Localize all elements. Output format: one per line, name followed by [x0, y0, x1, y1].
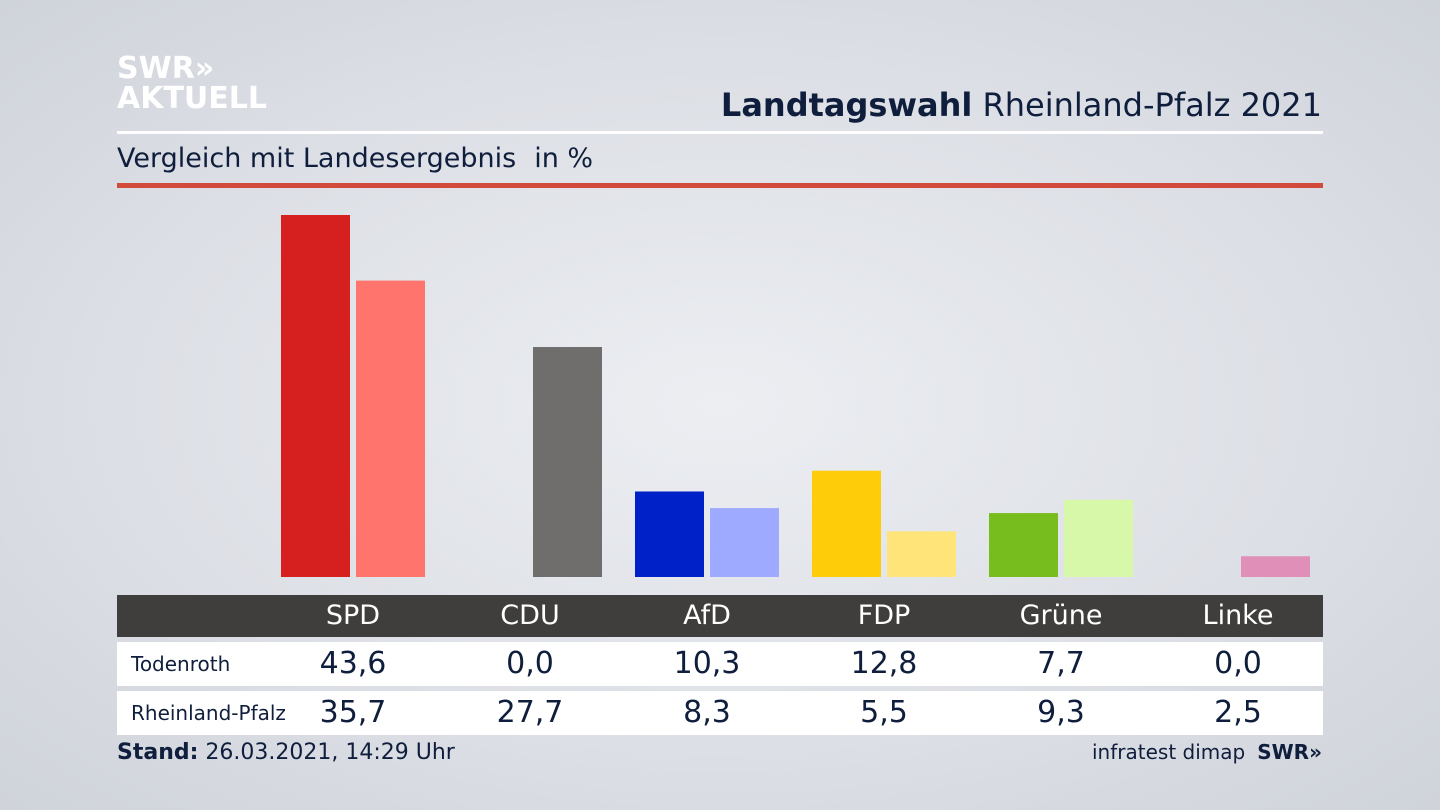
bar-gruene-todenroth: [989, 513, 1058, 577]
value-gruene-rheinland-pfalz: 9,3: [1037, 695, 1085, 730]
logo-chevrons: »: [194, 51, 215, 86]
logo-swr-text: SWR: [117, 51, 195, 86]
value-gruene-todenroth: 7,7: [1037, 646, 1085, 681]
page-title: Landtagswahl Rheinland-Pfalz 2021: [721, 86, 1322, 124]
results-table: SPD CDU AfD FDP Grüne Linke Todenroth 43,6 0,0…: [117, 595, 1323, 735]
table-header-row: SPD CDU AfD FDP Grüne Linke: [117, 595, 1323, 637]
title-divider: [117, 131, 1323, 134]
logo-aktuell-text: AKTUELL: [117, 81, 268, 116]
bar-gruene-rheinland-pfalz: [1064, 499, 1133, 577]
column-header-gruene: Grüne: [1019, 600, 1103, 631]
bar-fdp-todenroth: [812, 470, 881, 577]
row-label-todenroth: Todenroth: [131, 652, 231, 676]
bar-spd-rheinland-pfalz: [356, 280, 425, 577]
table-row-rheinland-pfalz: Rheinland-Pfalz 35,7 27,7 8,3 5,5 9,3 2,5: [117, 691, 1323, 735]
footer-swr-logo: SWR»: [1257, 740, 1322, 764]
subtitle-unit: in %: [534, 143, 594, 174]
subtitle-text: Vergleich mit Landesergebnis: [117, 143, 517, 174]
chart-subtitle: Vergleich mit Landesergebnis in %: [117, 143, 593, 174]
bar-afd-rheinland-pfalz: [710, 508, 779, 577]
table-row-todenroth: Todenroth 43,6 0,0 10,3 12,8 7,7 0,0: [117, 642, 1323, 686]
bar-cdu-rheinland-pfalz: [533, 347, 602, 577]
column-header-cdu: CDU: [500, 600, 560, 631]
value-afd-todenroth: 10,3: [673, 646, 741, 681]
value-cdu-rheinland-pfalz: 27,7: [496, 695, 564, 730]
value-fdp-rheinland-pfalz: 5,5: [860, 695, 908, 730]
column-header-linke: Linke: [1202, 600, 1274, 631]
title-rest: Rheinland-Pfalz 2021: [982, 86, 1322, 124]
title-bold: Landtagswahl: [720, 86, 973, 124]
source-text: infratest dimap: [1092, 740, 1246, 764]
swr-aktuell-logo: SWR» AKTUELL: [117, 54, 267, 114]
value-fdp-todenroth: 12,8: [850, 646, 918, 681]
timestamp: Stand: 26.03.2021, 14:29 Uhr: [117, 740, 455, 765]
column-header-fdp: FDP: [857, 600, 911, 631]
value-afd-rheinland-pfalz: 8,3: [683, 695, 731, 730]
source-credit: infratest dimap SWR»: [1092, 740, 1322, 764]
value-linke-todenroth: 0,0: [1214, 646, 1262, 681]
row-label-rheinland-pfalz: Rheinland-Pfalz: [131, 701, 286, 725]
value-linke-rheinland-pfalz: 2,5: [1214, 695, 1262, 730]
column-header-afd: AfD: [683, 600, 731, 631]
stand-value: 26.03.2021, 14:29 Uhr: [205, 740, 455, 765]
stand-label: Stand:: [117, 740, 199, 765]
value-spd-rheinland-pfalz: 35,7: [319, 695, 387, 730]
bar-spd-todenroth: [281, 215, 350, 577]
bar-linke-rheinland-pfalz: [1241, 556, 1310, 577]
bar-afd-todenroth: [635, 491, 704, 577]
value-cdu-todenroth: 0,0: [506, 646, 554, 681]
value-spd-todenroth: 43,6: [319, 646, 387, 681]
column-header-spd: SPD: [325, 600, 381, 631]
subtitle-divider: [117, 183, 1323, 188]
bar-fdp-rheinland-pfalz: [887, 531, 956, 577]
bar-chart: [281, 215, 1310, 577]
